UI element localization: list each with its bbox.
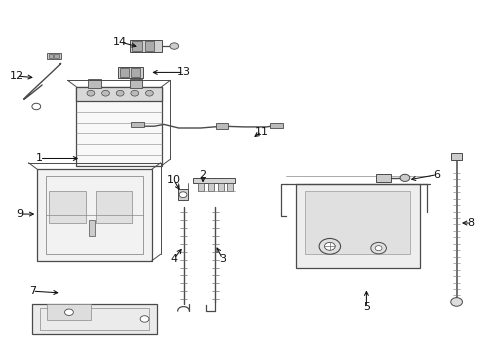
Text: 10: 10: [166, 175, 181, 185]
Circle shape: [145, 90, 153, 96]
Bar: [217, 183, 223, 192]
Bar: [130, 79, 142, 88]
Circle shape: [102, 90, 109, 96]
Bar: [76, 87, 161, 101]
Bar: [216, 123, 228, 129]
Bar: [96, 191, 132, 223]
Circle shape: [87, 90, 95, 96]
Bar: [198, 183, 203, 192]
Text: 9: 9: [17, 209, 24, 219]
Circle shape: [399, 174, 409, 181]
Bar: [227, 183, 233, 192]
Bar: [450, 153, 462, 159]
Bar: [47, 53, 61, 59]
Bar: [46, 176, 143, 254]
Bar: [305, 191, 409, 253]
Bar: [118, 67, 143, 78]
Bar: [120, 68, 129, 77]
Bar: [47, 304, 91, 320]
Circle shape: [140, 316, 149, 322]
Text: 12: 12: [10, 71, 24, 81]
Text: 8: 8: [467, 218, 474, 228]
Polygon shape: [399, 174, 409, 181]
Bar: [37, 169, 152, 261]
Bar: [132, 41, 142, 51]
Bar: [40, 308, 149, 330]
Circle shape: [131, 90, 139, 96]
Text: 1: 1: [36, 153, 43, 163]
Bar: [49, 191, 86, 223]
Bar: [270, 123, 282, 128]
Bar: [32, 304, 157, 334]
Bar: [375, 174, 390, 182]
Text: 2: 2: [199, 170, 206, 180]
Bar: [295, 184, 419, 268]
Bar: [49, 54, 53, 58]
Bar: [207, 183, 213, 192]
Bar: [144, 41, 154, 51]
Bar: [89, 220, 95, 236]
Circle shape: [450, 298, 462, 306]
Bar: [177, 189, 188, 201]
Text: 3: 3: [219, 254, 225, 264]
Text: 13: 13: [176, 67, 190, 77]
Circle shape: [374, 246, 381, 251]
Bar: [130, 40, 161, 52]
Bar: [131, 68, 140, 77]
Bar: [88, 79, 101, 88]
Text: 11: 11: [254, 127, 268, 136]
Text: 5: 5: [362, 302, 369, 312]
Bar: [76, 87, 161, 166]
Circle shape: [116, 90, 124, 96]
Circle shape: [64, 309, 73, 315]
Bar: [131, 122, 143, 127]
Text: 6: 6: [433, 170, 440, 180]
Text: 14: 14: [113, 37, 127, 47]
Bar: [193, 178, 234, 183]
Circle shape: [179, 192, 186, 198]
Bar: [54, 54, 59, 58]
Text: 7: 7: [29, 286, 36, 296]
Circle shape: [169, 43, 178, 49]
Text: 4: 4: [170, 254, 177, 264]
Circle shape: [324, 242, 334, 250]
Circle shape: [370, 242, 386, 254]
Circle shape: [319, 238, 340, 254]
